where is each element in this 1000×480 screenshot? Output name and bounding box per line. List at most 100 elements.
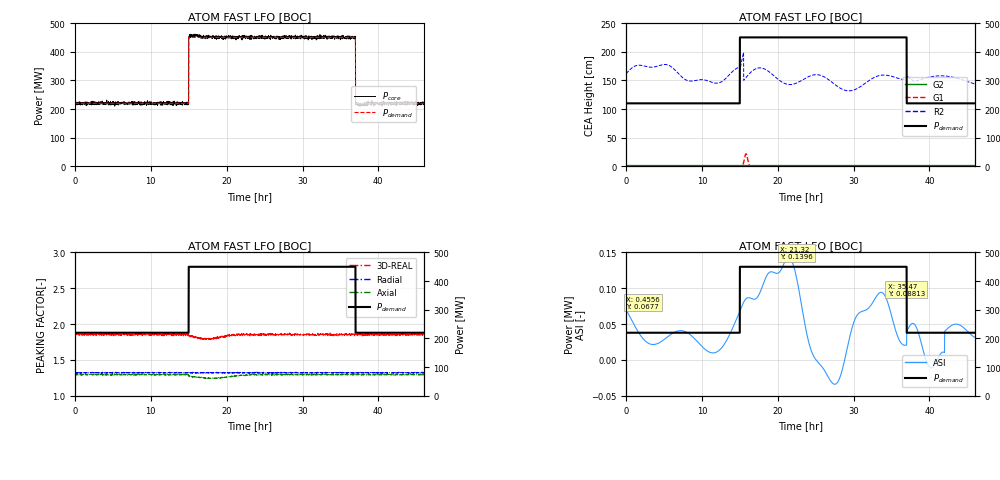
Radial	[383, 370, 395, 376]
Radial	[256, 370, 268, 375]
Axial	[193, 375, 205, 381]
R2	[749, 67, 761, 73]
$P_{demand}$	[197, 36, 209, 41]
3D-REAL	[159, 330, 171, 336]
$P_{core}$	[256, 34, 268, 40]
$P_{demand}$	[734, 264, 746, 270]
Line: $P_{demand}$: $P_{demand}$	[626, 267, 975, 333]
G1	[807, 164, 819, 170]
R2	[738, 50, 750, 56]
R2	[807, 73, 819, 79]
Line: 3D-REAL: 3D-REAL	[75, 333, 424, 340]
Line: Axial: Axial	[75, 374, 424, 379]
Line: $P_{demand}$: $P_{demand}$	[75, 267, 424, 333]
X-axis label: Time [hr]: Time [hr]	[778, 420, 823, 430]
$P_{demand}$	[898, 36, 910, 41]
$P_{demand}$	[347, 264, 359, 270]
Line: ASI: ASI	[626, 258, 975, 384]
Y-axis label: Power [MW]: Power [MW]	[455, 295, 465, 354]
R2	[969, 82, 981, 88]
Line: $P_{demand}$: $P_{demand}$	[626, 38, 975, 104]
Title: ATOM FAST LFO [BOC]: ATOM FAST LFO [BOC]	[188, 241, 311, 251]
G2	[934, 163, 946, 169]
Radial	[96, 371, 108, 376]
R2	[757, 66, 769, 72]
R2	[934, 74, 946, 80]
$P_{core}$	[354, 104, 366, 110]
$P_{core}$	[69, 101, 81, 107]
Radial	[194, 370, 206, 376]
ASI	[898, 343, 910, 348]
G1	[745, 164, 757, 170]
Axial	[206, 376, 218, 382]
ASI	[829, 382, 841, 387]
$P_{demand}$	[620, 330, 632, 336]
Legend: $P_{core}$, $P_{demand}$: $P_{core}$, $P_{demand}$	[351, 87, 416, 123]
Text: X: 0.4556
Y: 0.0677: X: 0.4556 Y: 0.0677	[626, 296, 660, 309]
Radial	[69, 370, 81, 375]
G1	[620, 164, 632, 170]
Axial	[206, 376, 218, 382]
Radial	[347, 370, 359, 376]
$P_{demand}$	[194, 36, 206, 41]
$P_{core}$	[347, 35, 359, 40]
$P_{core}$	[194, 34, 206, 39]
ASI	[807, 353, 819, 359]
G1	[969, 164, 981, 170]
G1	[740, 152, 752, 157]
G2	[807, 163, 819, 169]
Y-axis label: Power [MW]: Power [MW]	[34, 66, 44, 125]
G2	[620, 163, 632, 169]
Axial	[418, 372, 430, 378]
3D-REAL	[198, 337, 210, 343]
Axial	[383, 372, 395, 378]
G1	[934, 164, 946, 170]
$P_{demand}$	[206, 264, 218, 270]
Line: G1: G1	[626, 155, 975, 167]
ASI	[745, 296, 757, 301]
$P_{demand}$	[898, 264, 910, 270]
3D-REAL	[383, 332, 395, 337]
Axial	[197, 375, 209, 381]
G2	[745, 163, 757, 169]
Radial	[206, 370, 218, 376]
Legend: ASI, $P_{demand}$: ASI, $P_{demand}$	[902, 355, 967, 387]
Y-axis label: Power [MW]
ASI [-]: Power [MW] ASI [-]	[564, 295, 586, 354]
3D-REAL	[197, 336, 209, 342]
Axial	[273, 372, 285, 377]
$P_{demand}$	[969, 101, 981, 107]
Text: X: 21.32
Y: 0.1396: X: 21.32 Y: 0.1396	[780, 247, 813, 260]
$P_{core}$	[418, 100, 430, 106]
ASI	[934, 351, 946, 357]
$P_{demand}$	[256, 36, 268, 41]
Text: 그림 3. KANT 코드를 활용한 무붕산 SMR ATOM에 대한 부하추종운전 시나리오 분석 결과: 그림 3. KANT 코드를 활용한 무붕산 SMR ATOM에 대한 부하추종…	[244, 447, 757, 465]
$P_{demand}$	[749, 36, 761, 41]
$P_{demand}$	[757, 36, 769, 41]
$P_{core}$	[206, 36, 218, 41]
$P_{demand}$	[183, 264, 195, 270]
$P_{demand}$	[418, 101, 430, 107]
ASI	[748, 297, 760, 302]
Legend: 3D-REAL, Radial, Axial, $P_{demand}$: 3D-REAL, Radial, Axial, $P_{demand}$	[346, 259, 416, 317]
X-axis label: Time [hr]: Time [hr]	[227, 420, 272, 430]
R2	[843, 89, 855, 95]
3D-REAL	[256, 332, 268, 338]
$P_{demand}$	[934, 330, 946, 336]
Radial	[418, 370, 430, 376]
$P_{demand}$	[749, 264, 761, 270]
$P_{demand}$	[807, 264, 819, 270]
X-axis label: Time [hr]: Time [hr]	[778, 192, 823, 201]
R2	[898, 78, 910, 84]
$P_{demand}$	[69, 101, 81, 107]
Text: X: 35.47
Y: 0.08813: X: 35.47 Y: 0.08813	[888, 284, 925, 297]
3D-REAL	[418, 332, 430, 337]
$P_{demand}$	[197, 264, 209, 270]
$P_{demand}$	[69, 330, 81, 336]
R2	[620, 72, 632, 77]
G1	[898, 164, 910, 170]
Title: ATOM FAST LFO [BOC]: ATOM FAST LFO [BOC]	[739, 241, 862, 251]
3D-REAL	[194, 335, 206, 341]
$P_{demand}$	[383, 101, 395, 107]
$P_{demand}$	[969, 330, 981, 336]
Y-axis label: PEAKING FACTOR[-]: PEAKING FACTOR[-]	[36, 277, 46, 372]
